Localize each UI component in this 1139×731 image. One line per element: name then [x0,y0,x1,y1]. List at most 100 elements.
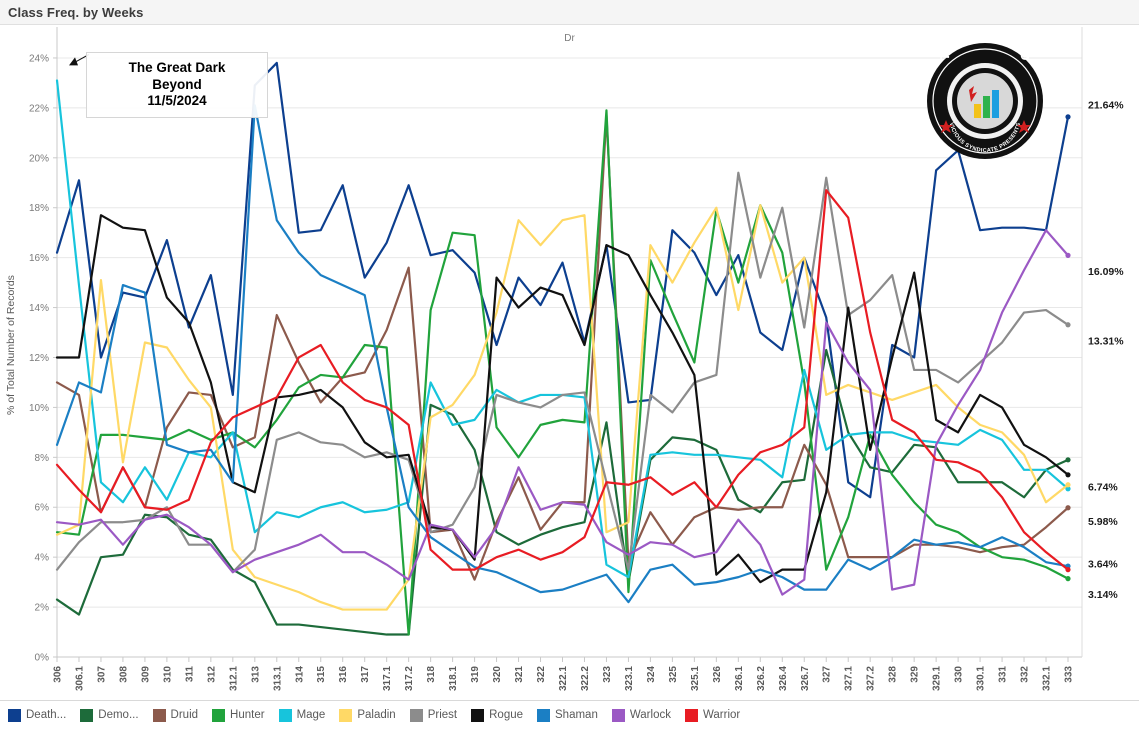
annotation-arrow-head [69,57,78,66]
x-axis-tick-label: 312 [206,666,217,683]
series-line-warlock[interactable] [55,229,1070,596]
legend-swatch-icon [278,708,292,722]
end-value-label: 5.98% [1088,516,1118,528]
legend-item-demo[interactable]: Demo... [80,708,139,722]
legend-label: Warlock [629,709,671,721]
series-line-paladin[interactable] [55,204,1070,611]
x-axis-tick-label: 323.1 [624,666,635,691]
logo-graphic: DATA REAPER REPORT VICIOUS SYNDICATE PRE… [921,12,1043,159]
legend-label: Warrior [702,709,741,721]
series-line-demo[interactable] [55,348,1070,636]
x-axis-tick-label: 323 [602,666,613,683]
x-axis-tick-label: 325 [668,666,679,683]
x-axis-tick-label: 313 [250,666,261,683]
x-axis-tick-label: 326.1 [734,666,745,691]
x-axis-tick-label: 316 [338,666,349,683]
y-axis-tick-label: 6% [35,503,50,514]
annotation-line-3: 11/5/2024 [147,93,207,109]
page-title: Class Freq. by Weeks [8,4,144,20]
y-axis-tick-label: 0% [35,653,50,664]
series-line-hunter[interactable] [55,109,1070,636]
legend-item-rogue[interactable]: Rogue [471,708,524,722]
x-axis-tick-label: 329 [910,666,921,683]
legend-label: Paladin [357,709,396,721]
chart-legend: Death... Demo... Druid Hunter Mage Paladin Pri… [0,703,1139,727]
chart-canvas: 0% 2% 4% 6% 8% 10% 12% 14% 16% 18% 20% 22% 24% % of T… [5,27,1124,691]
annotation-text: The Great Dark Beyond 11/5/2024 [129,60,226,109]
legend-item-paladin[interactable]: Paladin [339,708,396,722]
y-axis-tick-label: 2% [35,603,50,614]
x-axis-tick-label: 326.7 [800,666,811,691]
end-value-label: 3.64% [1088,559,1118,571]
x-axis-tick-label: 311 [184,666,195,683]
legend-label: Rogue [489,709,524,721]
x-axis-tick-label: 331 [998,666,1009,683]
x-axis-tick-label: 317.2 [404,666,415,691]
x-axis-tick-label: 312.1 [228,666,239,691]
legend-item-hunter[interactable]: Hunter [212,708,265,722]
legend-swatch-icon [212,708,226,722]
legend-item-death[interactable]: Death... [8,708,67,722]
x-axis-tick-label: 326.4 [778,666,789,691]
legend-item-warrior[interactable]: Warrior [684,708,741,722]
legend-swatch-icon [152,708,166,722]
x-axis-tick-label: 314 [294,666,305,683]
series-line-shaman[interactable] [55,104,1070,604]
x-axis-tick-label: 308 [118,666,129,683]
series-line-warrior[interactable] [55,189,1070,571]
annotation-line-2: Beyond [152,76,202,92]
chart-header-label: Dr [564,33,575,44]
y-axis-title: % of Total Number of Records [5,275,17,415]
data-reaper-report-logo: DATA REAPER REPORT VICIOUS SYNDICATE PRE… [921,12,1044,160]
x-axis-tick-label: 330.1 [976,666,987,691]
x-axis-tick-label: 333 [1064,666,1075,683]
legend-swatch-icon [471,708,485,722]
annotation-callout: The Great Dark Beyond 11/5/2024 [86,52,268,118]
x-axis-tick-label: 332 [1020,666,1031,683]
x-axis-tick-label: 313.1 [272,666,283,691]
x-axis-tick-label: 327.2 [866,666,877,691]
y-axis-tick-label: 20% [29,153,49,164]
x-axis-tick-label: 309 [140,666,151,683]
series-line-rogue[interactable] [55,214,1070,584]
y-axis-tick-label: 12% [29,353,49,364]
x-axis-tick-label: 322.2 [580,666,591,691]
series-endpoint-paladin [1065,482,1071,488]
legend-item-priest[interactable]: Priest [409,708,457,722]
legend-item-druid[interactable]: Druid [152,708,198,722]
legend-swatch-icon [8,708,21,722]
logo-star-right [1017,120,1031,133]
logo-star-left [939,120,953,133]
legend-swatch-icon [611,708,625,722]
series-endpoint-priest [1065,322,1071,328]
x-axis-tick-label: 318 [426,666,437,683]
y-axis-tick-label: 16% [29,253,49,264]
y-axis-tick-label: 22% [29,103,49,114]
y-axis-tick-label: 24% [29,53,49,64]
x-axis-tick-label: 318.1 [448,666,459,691]
legend-label: Death... [26,709,67,721]
x-axis-tick-label: 306.1 [74,666,85,691]
x-axis-tick-label: 326.2 [756,666,767,691]
y-axis-tick-label: 8% [35,453,50,464]
series-line-death[interactable] [55,61,1070,499]
series-endpoint-hunter [1065,576,1071,582]
legend-swatch-icon [684,708,698,722]
x-axis-tick-label: 330 [954,666,965,683]
series-endpoint-death [1065,114,1071,120]
x-axis-tick-label: 320 [492,666,503,683]
end-value-label: 16.09% [1088,266,1124,278]
legend-item-mage[interactable]: Mage [278,708,325,722]
x-axis-tick-label: 307 [96,666,107,683]
end-value-label: 21.64% [1088,99,1124,111]
legend-item-shaman[interactable]: Shaman [537,708,598,722]
legend-label: Hunter [230,709,265,721]
x-axis-tick-label: 329.1 [932,666,943,691]
logo-bars [969,86,999,118]
y-axis-tick-label: 14% [29,303,49,314]
line-chart[interactable]: 0% 2% 4% 6% 8% 10% 12% 14% 16% 18% 20% 22% 24% % of T… [0,24,1139,700]
x-axis-tick-label: 322.1 [558,666,569,691]
series-line-priest[interactable] [55,171,1070,574]
legend-item-warlock[interactable]: Warlock [611,708,671,722]
x-axis-tick-label: 328 [888,666,899,683]
